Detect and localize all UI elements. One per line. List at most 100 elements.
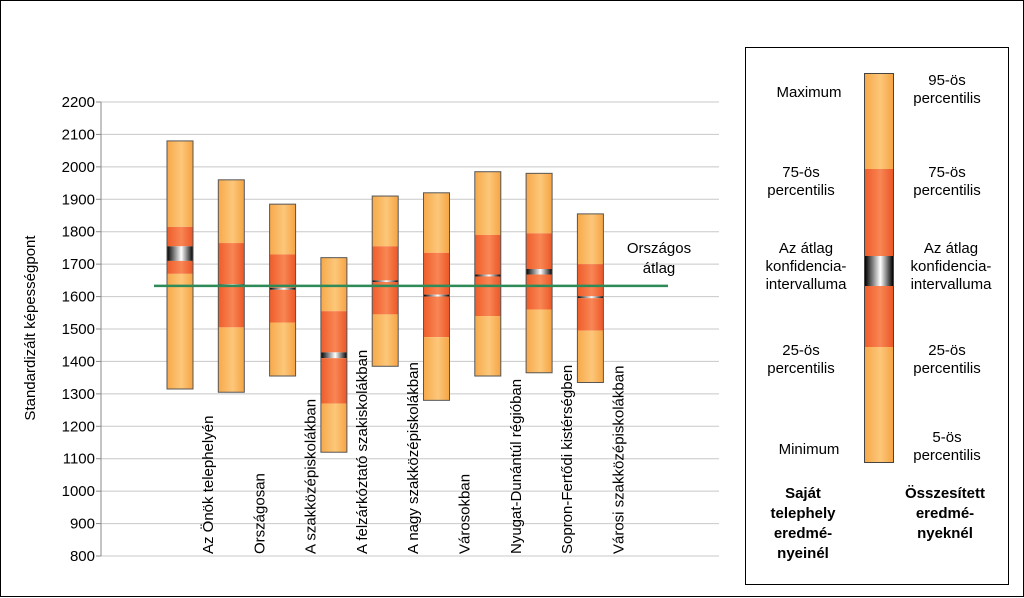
box-confidence-interval xyxy=(320,352,347,359)
legend-ci-band xyxy=(865,256,893,286)
box-lower-quartile xyxy=(269,289,296,323)
category-label: A szakközépiskolákban xyxy=(303,399,320,554)
box-upper-whisker xyxy=(526,173,553,234)
box-lower-whisker xyxy=(577,330,604,383)
box-outline xyxy=(474,171,502,377)
box-upper-quartile xyxy=(577,264,604,297)
box-confidence-interval xyxy=(372,280,399,283)
box-lower-whisker xyxy=(423,337,450,401)
category-labels: Az Önök telephelyén Országosan A szakközép… xyxy=(199,350,627,554)
legend-right-p5: 5-ös percentilis xyxy=(913,429,981,464)
y-tick-label: 2100 xyxy=(62,126,95,143)
box-upper-whisker xyxy=(474,171,501,235)
box-confidence-interval xyxy=(269,287,296,290)
category-label: Városokban xyxy=(457,474,474,554)
box-outline xyxy=(320,257,348,453)
y-tick-label: 1500 xyxy=(62,321,95,338)
y-tick-label: 1000 xyxy=(62,483,95,500)
box-lower-quartile xyxy=(577,298,604,331)
box-lower-quartile xyxy=(218,285,245,328)
grid-lines xyxy=(101,101,719,557)
legend-left-ci: Az átlag konfidencia-intervalluma xyxy=(765,240,847,293)
box-upper-quartile xyxy=(372,246,399,281)
box-upper-quartile xyxy=(423,252,450,295)
box-4 xyxy=(320,257,348,453)
box-lower-whisker xyxy=(269,322,296,377)
y-tick-label: 2200 xyxy=(62,94,95,111)
category-label: Városi szakközépiskolákban xyxy=(610,366,627,554)
box-lower-quartile xyxy=(423,296,450,338)
box-lower-quartile xyxy=(320,358,347,404)
reference-label-line2: átlag xyxy=(643,260,676,277)
box-upper-quartile xyxy=(269,254,296,288)
legend-right-ci: Az átlag konfidencia-intervalluma xyxy=(910,240,992,293)
box-3 xyxy=(269,203,297,377)
y-tick-label: 1400 xyxy=(62,353,95,370)
box-1 xyxy=(166,140,194,390)
box-lower-quartile xyxy=(167,260,193,274)
box-outline xyxy=(525,172,553,374)
box-upper-whisker xyxy=(423,192,450,253)
box-6 xyxy=(423,192,450,401)
box-confidence-interval xyxy=(577,296,604,299)
y-tick-label: 900 xyxy=(70,516,95,533)
legend-left-q3: 75-ös percentilis xyxy=(767,164,835,199)
y-tick-label: 2000 xyxy=(62,159,95,176)
box-upper-whisker xyxy=(167,140,193,227)
box-lower-whisker xyxy=(320,403,347,453)
box-upper-quartile xyxy=(167,226,193,247)
box-9 xyxy=(576,213,604,384)
y-tick-label: 1100 xyxy=(63,451,95,468)
box-8 xyxy=(525,172,553,374)
box-upper-whisker xyxy=(269,204,296,255)
box-lower-quartile xyxy=(526,274,553,310)
box-lower-whisker xyxy=(526,309,553,373)
box-confidence-interval xyxy=(167,246,193,261)
legend-outer-top xyxy=(865,74,893,169)
box-upper-quartile xyxy=(320,311,347,353)
legend-outer-bottom xyxy=(865,347,893,462)
box-upper-quartile xyxy=(474,234,501,275)
legend: Maximum 75-ös percentilis Az átlag konfi… xyxy=(745,47,1009,585)
category-label: Sopron-Fertődi kistérségben xyxy=(559,365,576,554)
box-upper-quartile xyxy=(218,243,245,285)
box-upper-whisker xyxy=(320,257,347,312)
box-lower-whisker xyxy=(167,273,193,389)
y-tick-label: 1600 xyxy=(62,289,95,306)
y-axis-label: Standardizált képességpont xyxy=(22,235,39,421)
box-lower-quartile xyxy=(372,281,399,315)
box-outline xyxy=(269,203,297,377)
legend-right-q3: 75-ös percentilis xyxy=(913,164,981,199)
category-label: Nyugat-Dunántúl régióban xyxy=(508,379,525,554)
legend-right-q1: 25-ös percentilis xyxy=(913,342,981,377)
box-confidence-interval xyxy=(474,274,501,277)
legend-inner-top xyxy=(865,169,893,256)
category-label: Az Önök telephelyén xyxy=(199,416,217,554)
box-5 xyxy=(371,195,399,367)
legend-left-heading: Saját telephely eredmé-nyeinél xyxy=(770,485,836,562)
legend-left-min: Minimum xyxy=(778,441,840,458)
boxplot-chart: 800 900 1000 1100 1200 1300 1400 1500 1600 1700 18… xyxy=(22,94,719,565)
y-axis-ticks: 800 900 1000 1100 1200 1300 1400 1500 1600 1700 18… xyxy=(62,94,101,565)
legend-sample-bar xyxy=(864,73,894,463)
box-series xyxy=(166,140,604,453)
reference-label-line1: Országos xyxy=(627,240,691,257)
y-tick-label: 1700 xyxy=(62,256,95,273)
box-upper-whisker xyxy=(372,196,399,247)
y-tick-label: 1800 xyxy=(62,224,95,241)
box-outline xyxy=(423,192,450,401)
category-label: A felzárkóztató szakiskolákban xyxy=(354,350,371,554)
legend-right-heading: Összesített eredmé-nyeknél xyxy=(904,485,986,542)
y-tick-label: 1900 xyxy=(62,191,95,208)
box-lower-quartile xyxy=(474,276,501,317)
box-lower-whisker xyxy=(474,316,501,377)
box-upper-quartile xyxy=(526,233,553,270)
box-confidence-interval xyxy=(423,294,450,297)
category-label: A nagy szakközépiskolákban xyxy=(405,362,422,554)
box-confidence-interval xyxy=(526,269,553,275)
box-7 xyxy=(474,171,502,377)
category-label: Országosan xyxy=(251,473,268,554)
box-upper-whisker xyxy=(577,213,604,265)
box-outline xyxy=(576,213,604,384)
